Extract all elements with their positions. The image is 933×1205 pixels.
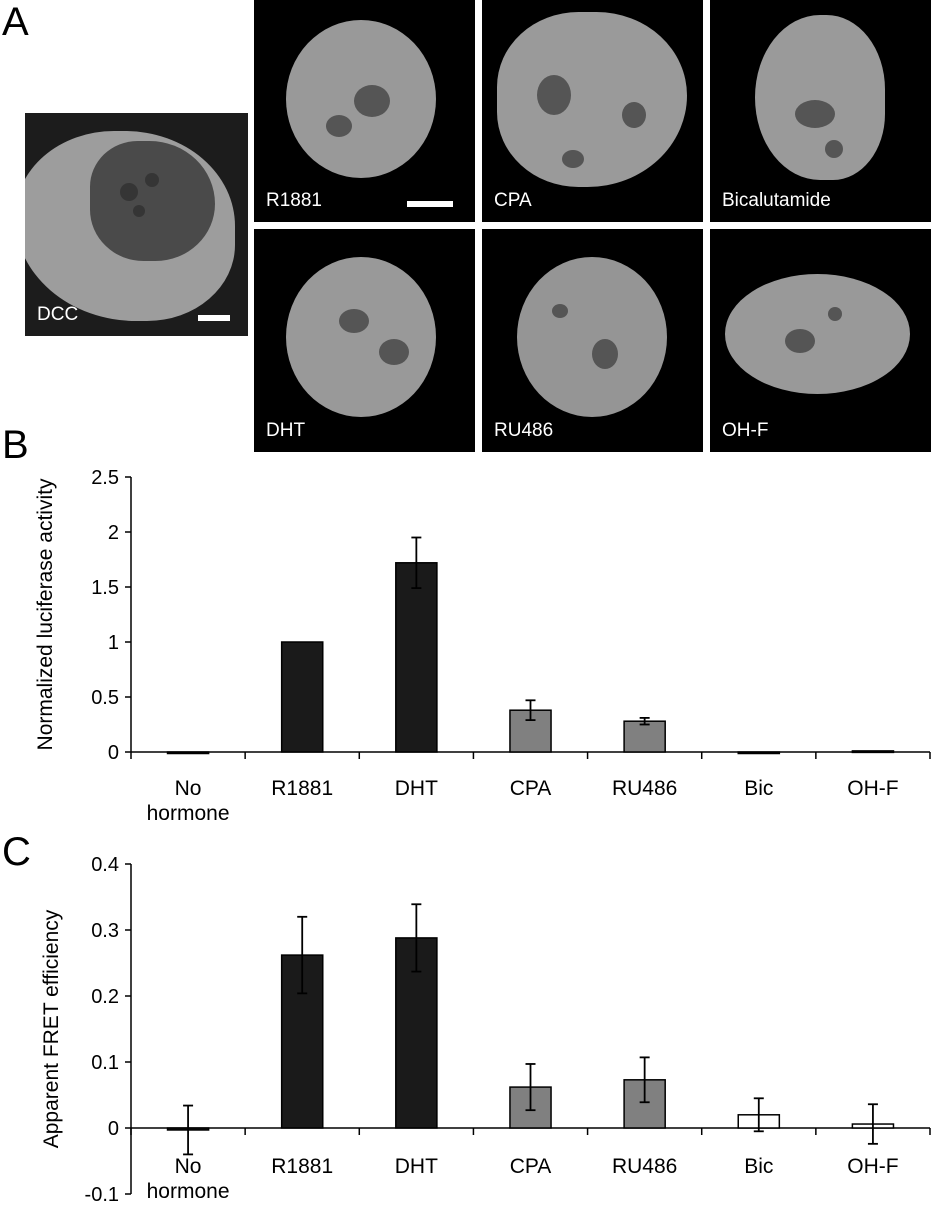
- micrograph-label: Bicalutamide: [722, 190, 831, 211]
- bar: [851, 750, 895, 754]
- cell-nucleus: [90, 141, 215, 261]
- x-tick-label: hormone: [147, 802, 230, 825]
- y-tick-label: 0.1: [91, 1052, 119, 1074]
- micrograph-label: R1881: [266, 190, 322, 211]
- dark-spot: [825, 140, 843, 158]
- x-tick-label: RU486: [612, 1155, 677, 1178]
- panel-letter-c: C: [2, 830, 31, 874]
- micrograph-bicalutamide: Bicalutamide: [710, 0, 931, 222]
- dark-spot: [537, 75, 571, 115]
- dark-spot: [795, 100, 835, 128]
- y-tick-label: 0: [108, 742, 119, 764]
- dark-spot: [379, 339, 409, 365]
- x-tick-label: hormone: [147, 1180, 230, 1203]
- micrograph-label: CPA: [494, 190, 532, 211]
- x-tick-label: DHT: [395, 777, 438, 800]
- x-tick-label: CPA: [510, 777, 552, 800]
- x-tick-label: R1881: [271, 777, 333, 800]
- dark-spot: [552, 304, 568, 318]
- nucleus: [755, 15, 885, 180]
- micrograph-cpa: CPA: [482, 0, 703, 222]
- y-tick-label: 0.3: [91, 920, 119, 942]
- x-tick-label: OH-F: [847, 1155, 898, 1178]
- bar: [395, 562, 438, 753]
- bar: [623, 720, 666, 753]
- nucleus: [725, 274, 910, 394]
- micrograph-label: OH-F: [722, 420, 769, 441]
- dark-spot: [354, 85, 390, 117]
- dark-spot: [339, 309, 369, 333]
- panel-letter-a: A: [2, 0, 29, 44]
- x-tick-label: No: [175, 1155, 202, 1178]
- dark-spot: [592, 339, 618, 369]
- bar: [737, 751, 781, 755]
- micrograph-dht: DHT: [254, 229, 475, 452]
- x-tick-label: CPA: [510, 1155, 552, 1178]
- y-tick-label: 2: [108, 522, 119, 544]
- y-tick-label: 1.5: [91, 577, 119, 599]
- dark-spot: [828, 307, 842, 321]
- micrograph-label: DHT: [266, 420, 306, 441]
- nucleus: [286, 257, 436, 417]
- y-tick-label: 0: [108, 1118, 119, 1140]
- micrograph-label: RU486: [494, 420, 554, 441]
- x-tick-label: Bic: [744, 1155, 773, 1178]
- scale-bar: [198, 315, 230, 321]
- dark-spot: [562, 150, 584, 168]
- y-tick-label: 1: [108, 632, 119, 654]
- x-tick-label: DHT: [395, 1155, 438, 1178]
- y-tick-label: 2.5: [91, 467, 119, 489]
- micrograph-label: DCC: [37, 304, 79, 325]
- micrograph-ru486: RU486: [482, 229, 703, 452]
- y-axis-title: Apparent FRET efficiency: [40, 909, 63, 1148]
- panel-letter-b: B: [2, 423, 29, 467]
- dark-spot: [622, 102, 646, 128]
- dark-spot: [785, 329, 815, 353]
- micrograph-oh-f: OH-F: [710, 229, 931, 452]
- y-tick-label: 0.2: [91, 986, 119, 1008]
- x-tick-label: RU486: [612, 777, 677, 800]
- scale-bar: [407, 201, 453, 207]
- x-tick-label: R1881: [271, 1155, 333, 1178]
- dark-spot: [145, 173, 159, 187]
- x-tick-label: No: [175, 777, 202, 800]
- nucleus: [497, 12, 687, 187]
- x-tick-label: OH-F: [847, 777, 898, 800]
- bar: [166, 751, 210, 755]
- micrograph-r1881: R1881: [254, 0, 475, 222]
- bar: [280, 641, 324, 753]
- y-tick-label: 0.4: [91, 854, 119, 876]
- nucleus: [517, 257, 667, 417]
- y-axis-title: Normalized luciferase activity: [34, 478, 57, 750]
- dark-spot: [133, 205, 145, 217]
- micrograph-dcc: DCC: [25, 113, 248, 336]
- dark-spot: [326, 115, 352, 137]
- y-tick-label: -0.1: [85, 1184, 119, 1205]
- dark-spot: [120, 183, 138, 201]
- y-tick-label: 0.5: [91, 687, 119, 709]
- x-tick-label: Bic: [744, 777, 773, 800]
